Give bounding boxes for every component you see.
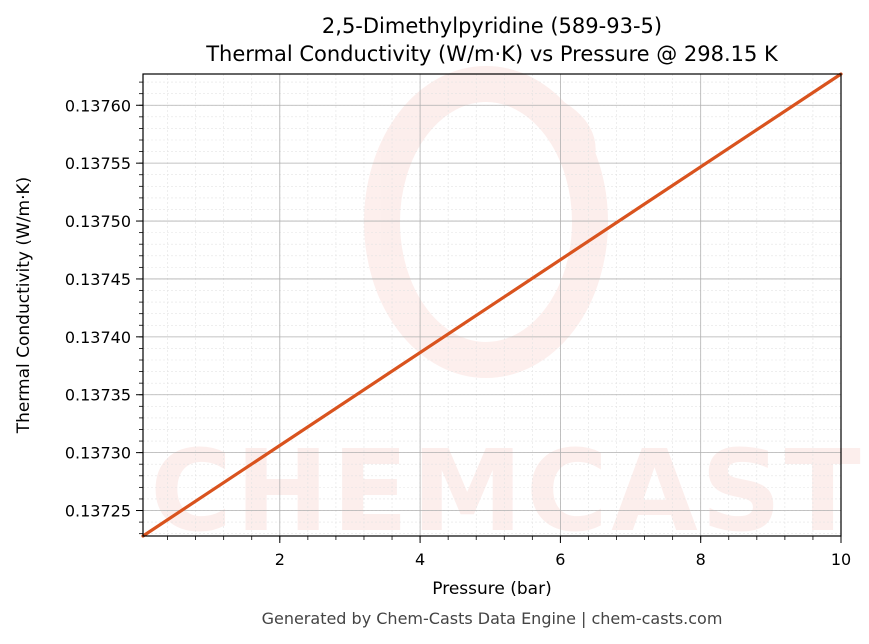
y-tick-label: 0.13730 xyxy=(65,444,131,463)
y-tick-label: 0.13725 xyxy=(65,502,131,521)
y-axis-label: Thermal Conductivity (W/m·K) xyxy=(14,177,34,435)
x-tick-label: 8 xyxy=(696,550,706,569)
y-tick-label: 0.13745 xyxy=(65,270,131,289)
y-axis: 0.13725 0.13730 0.13735 0.13740 0.13745 0.137… xyxy=(65,81,143,535)
y-tick-label: 0.13760 xyxy=(65,96,131,115)
x-tick-label: 10 xyxy=(831,550,851,569)
x-tick-label: 4 xyxy=(415,550,425,569)
y-tick-label: 0.13750 xyxy=(65,212,131,231)
chart-title: 2,5-Dimethylpyridine (589-93-5) xyxy=(322,14,662,38)
watermark: CHEMCASTS xyxy=(150,66,869,557)
watermark-logo-icon xyxy=(364,66,608,378)
footer-credit: Generated by Chem-Casts Data Engine | ch… xyxy=(262,609,723,628)
y-tick-label: 0.13740 xyxy=(65,328,131,347)
series-line xyxy=(141,72,843,538)
y-tick-label: 0.13755 xyxy=(65,154,131,173)
watermark-text: CHEMCASTS xyxy=(150,427,869,557)
x-tick-label: 2 xyxy=(275,550,285,569)
plot-frame xyxy=(142,73,842,537)
x-axis: 2 4 6 8 10 xyxy=(167,536,851,569)
x-axis-label: Pressure (bar) xyxy=(432,579,551,599)
series-layer xyxy=(141,72,843,538)
chart-subtitle: Thermal Conductivity (W/m·K) vs Pressure… xyxy=(205,42,779,66)
y-tick-label: 0.13735 xyxy=(65,386,131,405)
x-tick-label: 6 xyxy=(555,550,565,569)
